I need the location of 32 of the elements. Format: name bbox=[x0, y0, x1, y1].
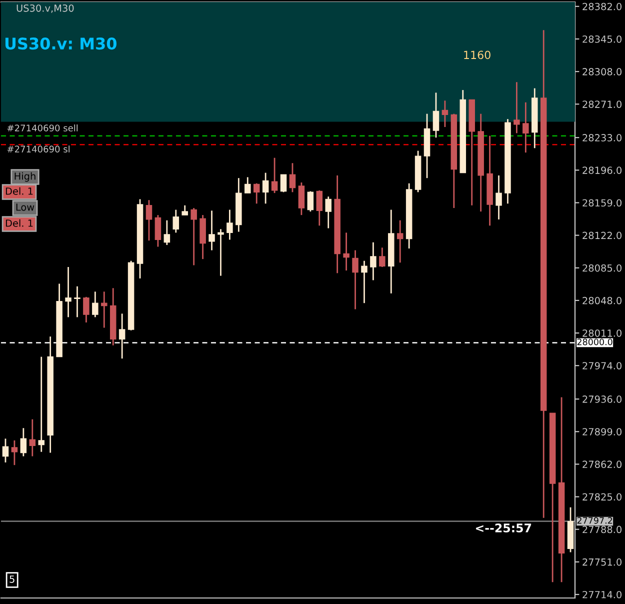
y-tick-label: 27714.0 bbox=[582, 590, 622, 598]
y-tick-label: 28048.0 bbox=[582, 296, 622, 304]
y-tick-label: 28382.0 bbox=[582, 2, 622, 10]
y-tick-label: 28233.0 bbox=[582, 134, 622, 142]
y-tick-label: 27825.0 bbox=[582, 493, 622, 501]
y-tick-label: 28159.0 bbox=[582, 199, 622, 207]
y-tick-label: 28122.0 bbox=[582, 232, 622, 240]
annotation: High bbox=[14, 172, 36, 182]
ref-line-label: 27797.2 bbox=[577, 517, 612, 524]
y-tick-label: 27899.0 bbox=[582, 428, 622, 436]
y-tick-label: 27974.0 bbox=[582, 362, 622, 370]
y-tick-label: 27936.0 bbox=[582, 396, 622, 403]
y-tick-label: 28196.0 bbox=[582, 166, 622, 174]
annotation: 5 bbox=[10, 576, 14, 583]
y-tick-label: 27751.0 bbox=[582, 558, 622, 566]
y-tick-label: 28345.0 bbox=[582, 35, 622, 43]
ref-line-label: #27140690 sell bbox=[7, 124, 78, 132]
annotation: Del. 1 bbox=[6, 187, 33, 195]
annotation: Del. 1 bbox=[6, 219, 33, 227]
ref-line-label: #27140690 sl bbox=[7, 146, 70, 152]
band-label: 1160 bbox=[464, 50, 490, 60]
y-tick-label: 28011.0 bbox=[582, 329, 622, 337]
y-tick-label: 28085.0 bbox=[582, 264, 622, 272]
chart-title: US30.v,M30 bbox=[16, 4, 74, 13]
y-tick-label: 27862.0 bbox=[582, 460, 622, 468]
annotation: Low bbox=[16, 204, 34, 211]
text: US30.v: M30 bbox=[5, 38, 116, 50]
y-tick-label: 28271.0 bbox=[582, 100, 622, 108]
ref-line-label: 28000.0 bbox=[577, 338, 612, 346]
annotation: <--25:57 bbox=[476, 523, 532, 532]
y-tick-label: 28308.0 bbox=[582, 68, 622, 76]
y-tick-label: 27788.0 bbox=[582, 526, 622, 534]
